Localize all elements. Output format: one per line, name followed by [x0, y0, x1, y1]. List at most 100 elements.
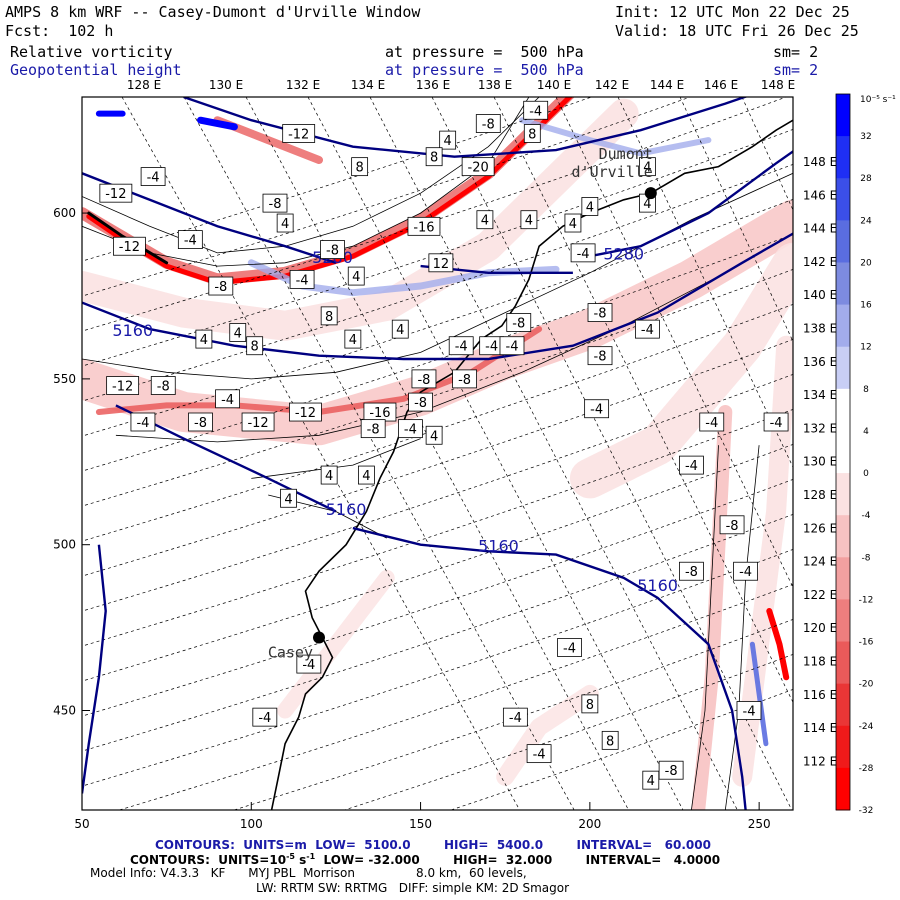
- vorticity-label: -4: [509, 711, 522, 726]
- meridian-line: [555, 97, 793, 589]
- height-contour: [82, 232, 793, 361]
- station-marker: [313, 631, 325, 644]
- field1-smoothing: sm= 2: [773, 43, 819, 61]
- vorticity-label: -4: [770, 416, 783, 431]
- top-lon-label: 144 E: [650, 78, 684, 92]
- colorbar-segment: [836, 473, 850, 516]
- vorticity-label: -12: [288, 127, 309, 142]
- vorticity-label: 8: [528, 127, 536, 142]
- x-tick-label: 100: [240, 817, 263, 831]
- vorticity-label: 4: [325, 469, 333, 484]
- y-tick-label: 450: [53, 704, 76, 718]
- plot-frame: [81, 96, 794, 811]
- meridian-line: [307, 97, 684, 810]
- vorticity-label-box: [177, 230, 203, 250]
- coastline: [270, 192, 651, 810]
- vorticity-label: 4: [349, 333, 357, 348]
- vorticity-band-casey: [277, 569, 395, 719]
- vorticity-label: -8: [512, 317, 525, 332]
- colorbar-frame: [835, 93, 851, 811]
- x-tick-label: 200: [578, 817, 601, 831]
- vorticity-label-box: [360, 419, 386, 439]
- field1-level: at pressure = 500 hPa: [385, 43, 584, 61]
- vorticity-label-box: [439, 130, 457, 150]
- vorticity-label-box: [557, 638, 582, 657]
- footer-physics: LW: RRTM SW: RRTMG DIFF: simple KM: 2D S…: [256, 881, 570, 895]
- vorticity-label: -4: [136, 416, 149, 431]
- top-lon-label: 138 E: [478, 78, 512, 92]
- vorticity-band-mid: [82, 98, 639, 341]
- vorticity-label-box: [564, 213, 582, 233]
- vorticity-label: -8: [194, 416, 207, 431]
- vorticity-label-box: [262, 193, 288, 213]
- colorbar-label: 24: [860, 216, 872, 226]
- vorticity-label-box: [320, 465, 338, 485]
- vorticity-label: -4: [685, 459, 698, 474]
- colorbar-label: -20: [859, 680, 874, 690]
- top-lon-label: 140 E: [537, 78, 571, 92]
- vorticity-label: -12: [247, 416, 268, 431]
- vorticity-label: 4: [362, 469, 370, 484]
- vorticity-label-box: [408, 392, 433, 412]
- vorticity-label: -4: [743, 705, 756, 720]
- right-lon-label: 116 E: [803, 688, 837, 702]
- vorticity-east-core: [766, 608, 790, 681]
- top-lon-label: 128 E: [127, 78, 161, 92]
- x-tick-label: 50: [74, 817, 89, 831]
- height-label: 5160: [478, 536, 519, 555]
- vorticity-label-box: [635, 319, 660, 339]
- right-lon-label: 126 E: [803, 521, 837, 535]
- right-lon-label: 142 E: [803, 255, 837, 269]
- vorticity-label-box: [208, 276, 234, 296]
- vorticity-label-box: [699, 412, 725, 432]
- right-lon-label: 140 E: [803, 288, 837, 302]
- vorticity-label: -8: [417, 373, 430, 388]
- colorbar-segment: [836, 515, 850, 558]
- init-time: Init: 12 UTC Mon 22 Dec 25: [615, 3, 850, 21]
- colorbar-segment: [836, 725, 850, 769]
- height-contour: [589, 149, 793, 258]
- vorticity-band-east-vertical: [691, 405, 733, 810]
- vorticity-label-box: [106, 376, 140, 395]
- top-lon-label: 142 E: [595, 78, 629, 92]
- field1-name: Relative vorticity: [10, 43, 173, 61]
- vorticity-label-box: [476, 210, 494, 230]
- vorticity-label: -4: [590, 403, 603, 418]
- meridian-line: [679, 97, 793, 343]
- y-tick-label: 500: [53, 538, 76, 552]
- vorticity-label: -4: [529, 104, 542, 119]
- vorticity-label: 8: [355, 161, 363, 176]
- vorticity-label-box: [584, 399, 610, 419]
- vorticity-label: 4: [200, 333, 208, 348]
- colorbar-segment: [836, 346, 850, 390]
- vorticity-label-box: [763, 412, 789, 432]
- vorticity-label: -4: [577, 247, 590, 262]
- plot-area: 528052805160516051605160-12-8-4-4-12-8-2…: [82, 97, 793, 810]
- colorbar-segment: [836, 557, 850, 600]
- top-lon-label: 132 E: [286, 78, 320, 92]
- right-lon-label: 124 E: [803, 555, 837, 569]
- colorbar-segment: [836, 220, 850, 263]
- vorticity-label-box: [733, 561, 758, 581]
- vorticity-label-box: [140, 167, 166, 186]
- map-title: AMPS 8 km WRF -- Casey-Dumont d'Urville …: [5, 3, 421, 21]
- vorticity-label-box: [296, 654, 322, 674]
- vorticity-label: 8: [251, 340, 259, 355]
- valid-time: Valid: 18 UTC Fri 26 Dec 25: [615, 22, 859, 40]
- right-lon-label: 118 E: [803, 655, 837, 669]
- colorbar-segment: [836, 178, 850, 221]
- vorticity-label-box: [502, 707, 528, 727]
- colorbar-label: 8: [863, 385, 869, 395]
- colorbar-segment: [836, 304, 850, 348]
- colorbar-segment: [836, 94, 850, 137]
- vorticity-label-box: [639, 157, 656, 177]
- vorticity-label: -12: [112, 380, 133, 395]
- right-lon-label: 114 E: [803, 721, 837, 735]
- right-lon-label: 134 E: [803, 388, 837, 402]
- meridian-line: [493, 97, 793, 704]
- right-lon-label: 132 E: [803, 421, 837, 435]
- colorbar-segment: [836, 683, 850, 727]
- x-tick-label: 250: [748, 817, 771, 831]
- vorticity-label-box: [461, 157, 495, 177]
